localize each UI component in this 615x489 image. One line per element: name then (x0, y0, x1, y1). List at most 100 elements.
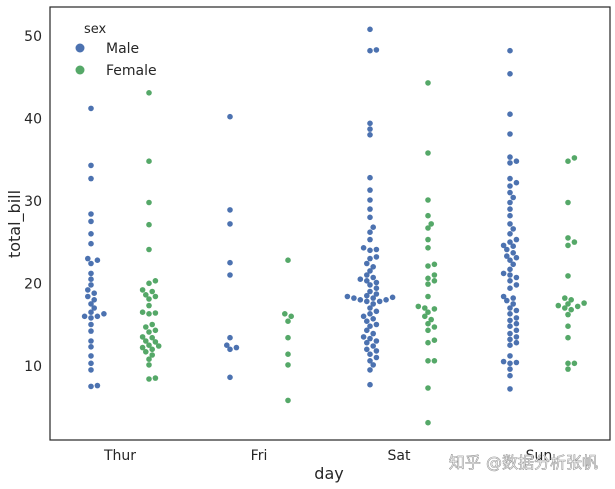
data-point-female-thur (149, 288, 155, 295)
data-point-male-sun (500, 242, 507, 249)
data-point-male-sat (367, 214, 373, 221)
data-point-female-thur (146, 342, 152, 349)
data-point-male-thur (88, 218, 94, 225)
data-point-female-thur (149, 346, 155, 353)
data-point-female-thur (146, 221, 152, 228)
data-point-male-sun (510, 194, 516, 201)
data-point-male-thur (88, 240, 94, 247)
data-point-male-sat (376, 298, 383, 305)
data-point-male-sat (357, 297, 364, 303)
data-point-male-sun (507, 47, 513, 54)
data-point-female-thur (149, 352, 155, 358)
data-point-male-sat (367, 47, 373, 54)
data-point-female-sun (571, 155, 578, 161)
data-point-male-sat (367, 255, 373, 262)
data-point-male-sat (389, 294, 396, 301)
data-point-male-sat (364, 339, 370, 346)
data-point-female-sun (571, 360, 578, 367)
y-tick-labels: 10 20 30 40 50 (24, 29, 42, 375)
data-point-female-thur (149, 334, 155, 341)
data-point-male-sun (510, 243, 516, 249)
data-point-male-sun (510, 261, 516, 268)
data-point-male-sat (367, 174, 373, 181)
data-point-male-fri (227, 346, 233, 353)
data-point-male-sun (513, 254, 520, 261)
data-point-male-sun (507, 239, 513, 245)
data-point-female-sat (428, 316, 435, 323)
y-tick-label: 10 (24, 359, 42, 375)
data-point-male-sun (507, 372, 513, 379)
data-point-male-sat (370, 274, 377, 281)
data-point-male-sun (507, 231, 513, 237)
data-point-male-sun (507, 272, 513, 278)
data-point-male-sun (513, 320, 520, 327)
data-point-male-thur (88, 315, 94, 321)
data-point-female-sun (565, 273, 571, 279)
data-point-male-sat (373, 279, 380, 286)
data-point-male-sun (507, 221, 513, 227)
data-point-female-sat (425, 225, 431, 231)
data-point-male-sat (370, 362, 377, 368)
data-point-male-sat (367, 206, 373, 212)
data-point-male-sat (367, 305, 373, 311)
data-point-male-sun (507, 131, 513, 137)
data-point-female-fri (285, 397, 291, 404)
data-point-female-sat (425, 339, 431, 346)
data-point-male-sun (513, 315, 520, 321)
data-point-male-sat (370, 295, 377, 301)
data-point-male-sun (507, 111, 513, 117)
data-point-female-sat (431, 324, 438, 330)
data-point-male-sun (507, 160, 513, 166)
data-point-female-sun (565, 360, 571, 367)
data-point-female-sat (422, 313, 428, 320)
data-point-male-thur (88, 321, 94, 328)
data-point-male-sat (367, 120, 373, 127)
data-point-female-sat (431, 358, 438, 364)
data-point-male-sat (367, 351, 373, 358)
data-point-male-fri (227, 113, 233, 120)
data-point-male-sun (507, 206, 513, 212)
data-point-male-sun (513, 339, 520, 346)
data-point-male-sat (373, 285, 380, 292)
data-point-male-sat (364, 292, 370, 299)
data-point-female-sat (425, 212, 431, 219)
data-point-male-sun (510, 295, 516, 301)
data-point-male-sat (373, 348, 380, 354)
data-point-female-fri (285, 362, 291, 368)
data-point-male-sat (364, 298, 370, 305)
legend-title: sex (84, 22, 107, 37)
data-point-male-sun (513, 307, 520, 314)
data-point-female-sun (565, 301, 571, 307)
data-point-female-thur (152, 293, 159, 300)
data-point-female-sat (425, 245, 431, 251)
data-point-female-sun (574, 303, 581, 310)
data-point-female-thur (146, 199, 152, 206)
data-point-male-sat (367, 381, 373, 388)
data-point-female-thur (146, 246, 152, 253)
data-point-female-thur (146, 376, 152, 382)
data-point-female-sun (562, 295, 568, 301)
data-point-female-sat (425, 293, 431, 300)
data-point-male-sat (383, 297, 389, 303)
data-point-female-sat (425, 385, 431, 391)
data-point-female-thur (146, 90, 152, 96)
data-point-male-sun (504, 246, 510, 253)
data-point-male-sun (513, 158, 520, 164)
data-point-male-sat (360, 334, 367, 340)
data-point-male-thur (91, 297, 97, 303)
data-point-female-sun (565, 366, 571, 372)
data-point-male-sat (367, 197, 373, 203)
data-point-male-fri (227, 259, 233, 266)
data-point-male-sun (507, 189, 513, 196)
data-point-female-sat (431, 337, 438, 344)
data-point-male-sun (507, 257, 513, 264)
data-point-male-sun (513, 282, 520, 288)
data-point-male-thur (85, 255, 91, 262)
data-point-female-thur (143, 324, 149, 330)
data-point-male-fri (227, 374, 233, 381)
data-point-male-sun (504, 297, 510, 304)
data-point-female-sun (568, 297, 574, 303)
data-point-female-thur (152, 327, 159, 334)
data-point-female-thur (146, 329, 152, 335)
data-point-male-fri (233, 344, 240, 351)
